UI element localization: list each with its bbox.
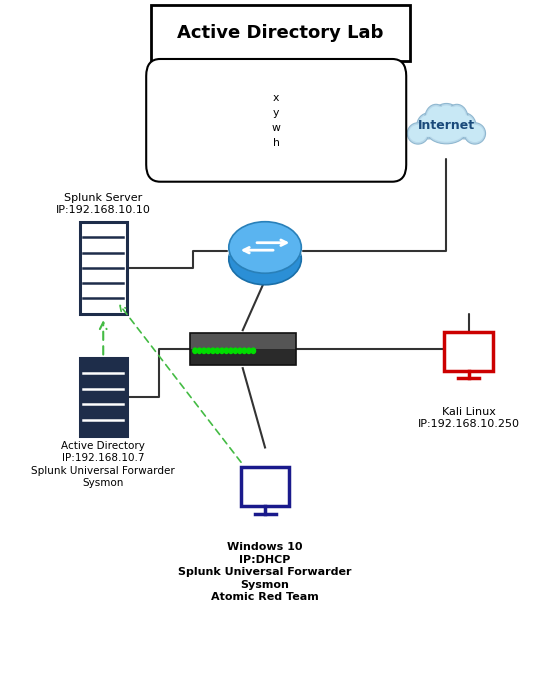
Circle shape <box>211 348 215 353</box>
Circle shape <box>202 348 206 353</box>
FancyBboxPatch shape <box>151 5 410 61</box>
FancyBboxPatch shape <box>190 333 296 349</box>
FancyBboxPatch shape <box>79 358 127 436</box>
Ellipse shape <box>464 123 485 144</box>
Polygon shape <box>229 247 301 256</box>
Circle shape <box>193 348 198 353</box>
Ellipse shape <box>429 121 464 142</box>
Circle shape <box>251 348 256 353</box>
FancyBboxPatch shape <box>79 222 127 313</box>
Circle shape <box>215 348 220 353</box>
Circle shape <box>238 348 242 353</box>
Ellipse shape <box>466 125 484 142</box>
Ellipse shape <box>425 104 447 133</box>
Circle shape <box>242 348 247 353</box>
FancyBboxPatch shape <box>190 349 296 365</box>
Text: Internet: Internet <box>418 119 475 132</box>
Circle shape <box>198 348 202 353</box>
Text: Kali Linux
IP:192.168.10.250: Kali Linux IP:192.168.10.250 <box>418 407 519 429</box>
Ellipse shape <box>432 104 461 134</box>
Text: Splunk Server
IP:192.168.10.10: Splunk Server IP:192.168.10.10 <box>56 193 151 215</box>
Ellipse shape <box>446 104 468 133</box>
Circle shape <box>224 348 229 353</box>
Ellipse shape <box>453 113 476 139</box>
Ellipse shape <box>229 222 301 273</box>
Text: Active Directory Lab: Active Directory Lab <box>177 24 383 42</box>
Ellipse shape <box>426 106 445 131</box>
Ellipse shape <box>409 125 427 142</box>
Ellipse shape <box>448 106 466 131</box>
Circle shape <box>233 348 238 353</box>
Text: Active Directory
IP:192.168.10.7
Splunk Universal Forwarder
Sysmon: Active Directory IP:192.168.10.7 Splunk … <box>31 441 175 488</box>
Ellipse shape <box>229 233 301 285</box>
Circle shape <box>206 348 211 353</box>
Ellipse shape <box>434 106 459 132</box>
Circle shape <box>229 348 233 353</box>
FancyBboxPatch shape <box>444 332 493 371</box>
Ellipse shape <box>417 113 440 139</box>
Ellipse shape <box>407 123 429 144</box>
Ellipse shape <box>427 119 466 144</box>
Circle shape <box>247 348 251 353</box>
FancyBboxPatch shape <box>146 59 406 182</box>
Ellipse shape <box>454 115 474 137</box>
Text: x
y
w
h: x y w h <box>272 92 281 148</box>
FancyBboxPatch shape <box>241 467 289 506</box>
Ellipse shape <box>418 115 439 137</box>
Circle shape <box>220 348 224 353</box>
Text: Windows 10
IP:DHCP
Splunk Universal Forwarder
Sysmon
Atomic Red Team: Windows 10 IP:DHCP Splunk Universal Forw… <box>179 542 352 602</box>
